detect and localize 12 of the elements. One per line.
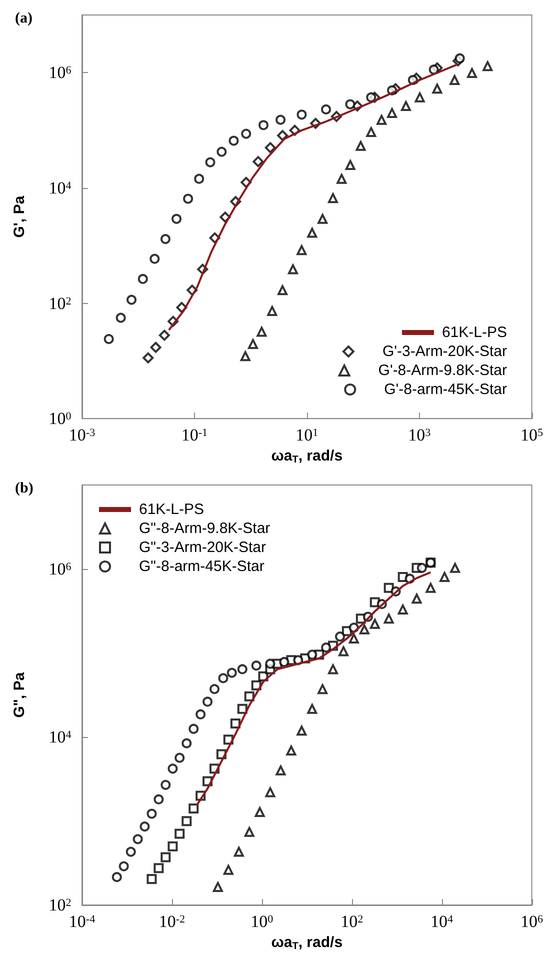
y-axis-title: G', Pa [11, 195, 28, 238]
chart-title: (a) [15, 10, 32, 26]
legend-label: G'-8-arm-45K-Star [384, 381, 508, 398]
legend-label: G"-8-Arm-9.8K-Star [139, 520, 270, 537]
legend-label: G'-3-Arm-20K-Star [382, 343, 508, 360]
chart-title: (b) [15, 480, 34, 496]
legend-label: G'-8-Arm-9.8K-Star [378, 362, 508, 379]
legend-label: 61K-L-PS [442, 324, 508, 341]
legend-label: 61K-L-PS [139, 501, 204, 518]
legend-label: G"-8-arm-45K-Star [139, 558, 264, 575]
legend-label: G"-3-Arm-20K-Star [139, 539, 266, 556]
y-axis-title: G", Pa [11, 672, 28, 718]
